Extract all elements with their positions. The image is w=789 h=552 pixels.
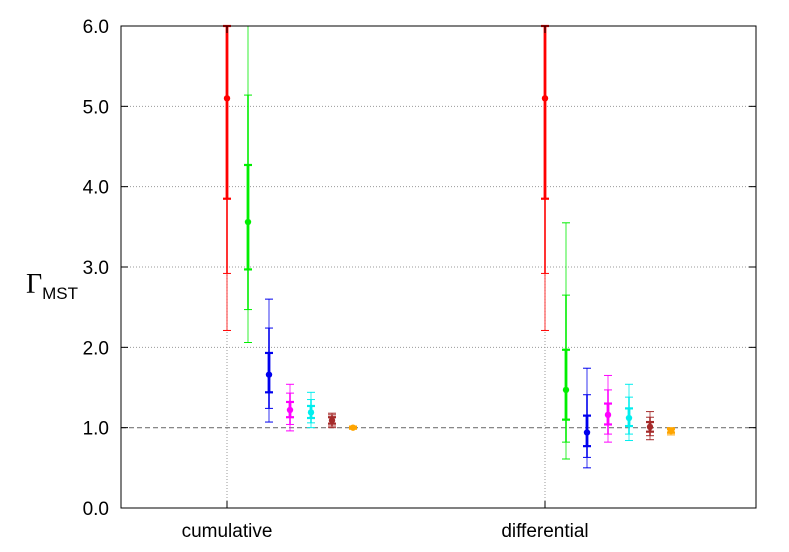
error-bar xyxy=(286,383,294,432)
grid xyxy=(121,26,756,508)
data-point xyxy=(667,427,675,435)
error-bar xyxy=(541,24,549,331)
error-bar xyxy=(307,391,315,429)
data-point xyxy=(223,95,231,102)
error-bar xyxy=(583,367,591,469)
error-bar xyxy=(328,412,336,429)
error-bar xyxy=(562,222,570,460)
error-bar xyxy=(223,24,231,331)
plot-frame xyxy=(120,25,757,509)
x-tick-label: cumulative xyxy=(182,521,273,542)
data-point xyxy=(541,95,549,102)
data-point xyxy=(583,429,591,436)
data-point xyxy=(307,409,315,416)
data-point xyxy=(286,406,294,414)
y-tick-label: 5.0 xyxy=(83,97,109,118)
error-bar xyxy=(265,298,273,423)
y-tick-label: 1.0 xyxy=(83,419,109,440)
data-point xyxy=(625,414,633,422)
data-point xyxy=(349,424,357,431)
error-bar xyxy=(667,427,675,436)
x-axis: cumulative differential xyxy=(182,26,589,542)
data-point xyxy=(604,411,612,419)
error-bar xyxy=(646,411,654,441)
error-bar xyxy=(244,25,252,344)
data-point xyxy=(328,417,336,424)
y-axis-label-main: Γ xyxy=(26,269,42,300)
y-axis-label: ΓMST xyxy=(26,269,78,303)
y-tick-label: 3.0 xyxy=(83,258,109,279)
error-bar xyxy=(625,383,633,442)
y-axis: 0.0 1.0 2.0 3.0 4.0 5.0 6.0 xyxy=(83,17,756,520)
series-marks xyxy=(223,24,675,469)
data-point xyxy=(265,371,273,378)
y-axis-label-sub: MST xyxy=(42,284,78,303)
data-point xyxy=(646,423,654,431)
y-tick-label: 0.0 xyxy=(83,499,109,520)
y-tick-label: 6.0 xyxy=(83,17,109,38)
y-tick-label: 4.0 xyxy=(83,178,109,199)
error-bar xyxy=(604,374,612,443)
data-point xyxy=(562,386,570,394)
error-bar xyxy=(349,424,357,431)
x-tick-label: differential xyxy=(501,521,588,542)
data-point xyxy=(244,218,252,226)
y-tick-label: 2.0 xyxy=(83,338,109,359)
